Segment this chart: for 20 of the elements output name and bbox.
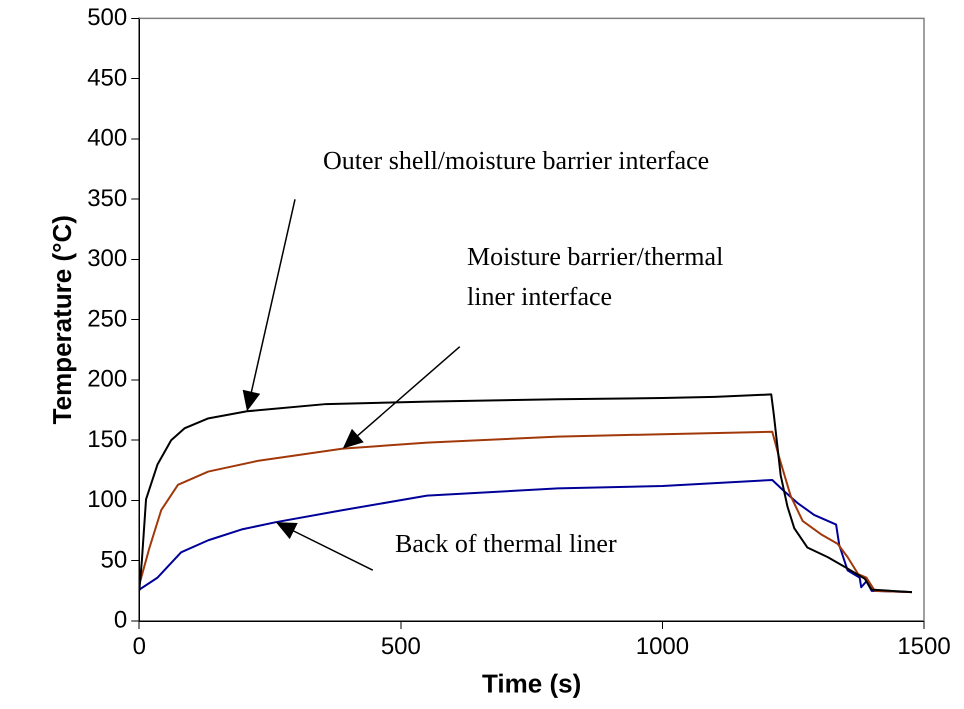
y-tick-label: 350: [87, 184, 128, 212]
y-tick-label: 50: [100, 546, 128, 574]
y-tick-label: 100: [87, 486, 128, 514]
x-tick-label: 1500: [897, 633, 951, 660]
y-tick-label: 200: [87, 366, 128, 393]
y-tick-label: 400: [87, 124, 128, 152]
x-axis-title: Time (s): [482, 668, 582, 699]
annotation: Outer shell/moisture barrier interface: [323, 146, 710, 175]
x-tick-label: 0: [132, 633, 146, 660]
y-tick-label: 0: [114, 606, 128, 634]
y-tick-label: 450: [87, 64, 128, 92]
y-axis-title: Temperature (°C): [46, 215, 77, 424]
y-tick-label: 150: [87, 426, 128, 453]
y-tick-label: 250: [87, 305, 128, 332]
y-tick-label: 500: [87, 4, 128, 32]
x-tick-label: 500: [380, 633, 421, 660]
x-tick-label: 1000: [636, 633, 690, 660]
annotation: Back of thermal liner: [395, 528, 617, 558]
y-tick-label: 300: [87, 245, 128, 272]
annotation: Moisture barrier/thermal liner interface: [467, 242, 724, 311]
